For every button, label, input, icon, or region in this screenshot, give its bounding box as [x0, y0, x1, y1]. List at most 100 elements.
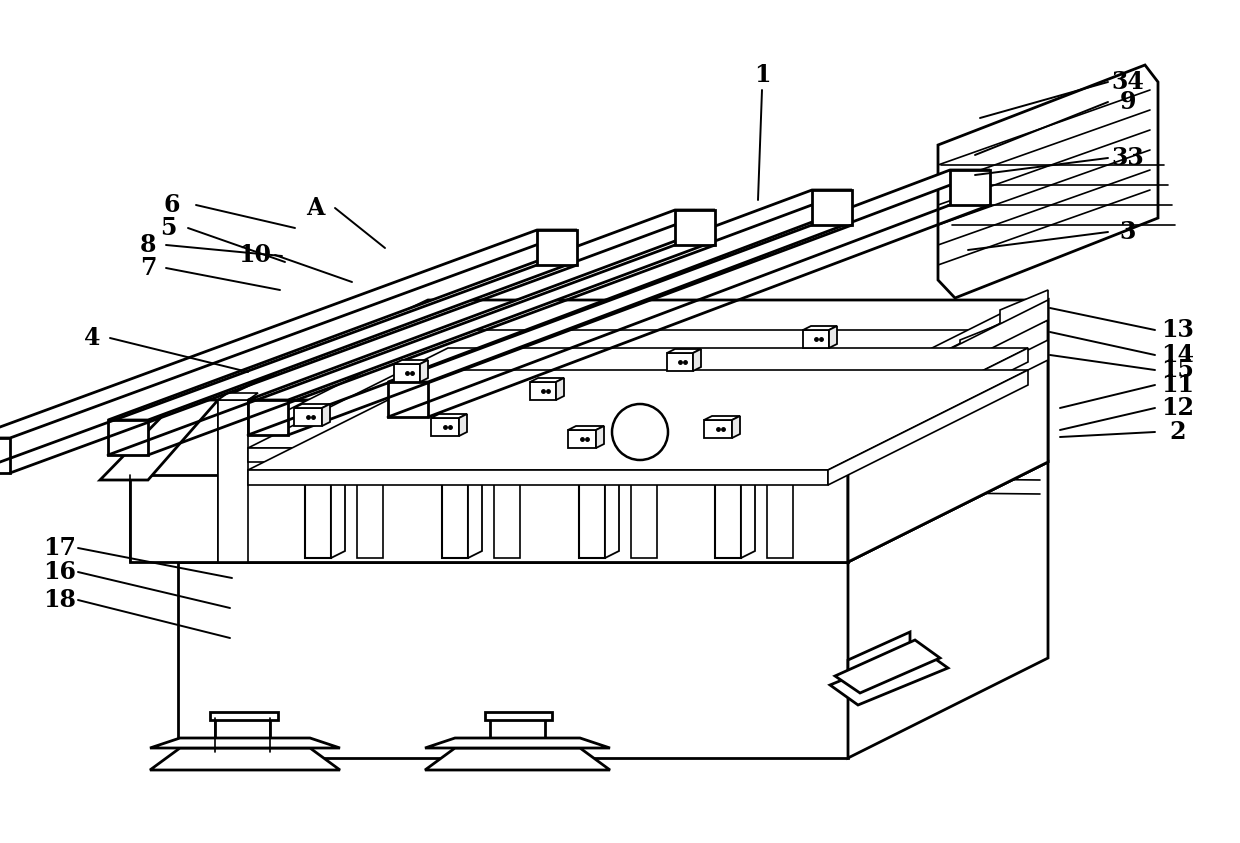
Polygon shape [215, 718, 270, 752]
Polygon shape [848, 340, 1048, 460]
Polygon shape [108, 210, 715, 420]
Polygon shape [715, 430, 742, 558]
Polygon shape [667, 349, 701, 353]
Polygon shape [218, 300, 1048, 400]
Polygon shape [0, 438, 10, 473]
Text: 15: 15 [1162, 358, 1194, 382]
Text: 18: 18 [43, 588, 77, 612]
Polygon shape [999, 290, 1048, 340]
Polygon shape [394, 364, 420, 382]
Polygon shape [130, 475, 218, 562]
Polygon shape [467, 423, 482, 558]
Polygon shape [848, 300, 1048, 562]
Polygon shape [675, 210, 715, 245]
Text: 3: 3 [1120, 220, 1136, 244]
Polygon shape [210, 712, 278, 720]
Polygon shape [556, 378, 564, 400]
Polygon shape [305, 430, 331, 558]
Polygon shape [388, 170, 990, 382]
Polygon shape [441, 430, 467, 558]
Text: 14: 14 [1162, 343, 1194, 367]
Polygon shape [100, 400, 218, 480]
Text: 16: 16 [43, 560, 77, 584]
Polygon shape [529, 382, 556, 400]
Text: 34: 34 [1111, 70, 1145, 94]
Polygon shape [179, 562, 848, 758]
Polygon shape [425, 738, 610, 748]
Polygon shape [248, 448, 828, 462]
Polygon shape [322, 404, 330, 426]
Text: 33: 33 [1111, 146, 1145, 170]
Polygon shape [848, 300, 1048, 420]
Polygon shape [357, 400, 383, 558]
Polygon shape [179, 462, 1048, 562]
Polygon shape [768, 400, 794, 558]
Text: 12: 12 [1162, 396, 1194, 420]
Polygon shape [218, 400, 848, 562]
Polygon shape [804, 330, 830, 348]
Polygon shape [494, 400, 520, 558]
Polygon shape [667, 353, 693, 371]
Text: 2: 2 [1169, 420, 1187, 444]
Text: 10: 10 [238, 243, 272, 267]
Polygon shape [537, 230, 577, 265]
Text: 4: 4 [84, 326, 100, 350]
Polygon shape [568, 426, 604, 430]
Polygon shape [294, 408, 322, 426]
Polygon shape [804, 326, 837, 330]
Polygon shape [742, 423, 755, 558]
Text: 11: 11 [1162, 373, 1194, 397]
Polygon shape [568, 430, 596, 448]
Polygon shape [596, 426, 604, 448]
Text: 6: 6 [164, 193, 180, 217]
Polygon shape [830, 326, 837, 348]
Polygon shape [432, 418, 459, 436]
Polygon shape [394, 360, 428, 364]
Polygon shape [579, 430, 605, 558]
Polygon shape [848, 300, 1048, 562]
Text: 13: 13 [1162, 318, 1194, 342]
Polygon shape [812, 190, 852, 225]
Text: 1: 1 [754, 63, 770, 87]
Polygon shape [950, 170, 990, 205]
Polygon shape [459, 414, 467, 436]
Polygon shape [529, 378, 564, 382]
Polygon shape [150, 748, 340, 770]
Polygon shape [432, 414, 467, 418]
Polygon shape [425, 748, 610, 770]
Polygon shape [331, 423, 345, 558]
Polygon shape [150, 738, 340, 748]
Polygon shape [732, 416, 740, 438]
Polygon shape [937, 65, 1158, 298]
Polygon shape [693, 349, 701, 371]
Text: 8: 8 [140, 233, 156, 257]
Polygon shape [218, 400, 248, 562]
Polygon shape [848, 632, 910, 685]
Polygon shape [828, 370, 1028, 485]
Text: A: A [306, 196, 324, 220]
Polygon shape [631, 400, 657, 558]
Polygon shape [828, 300, 1028, 430]
Polygon shape [248, 330, 1028, 430]
Polygon shape [248, 400, 288, 435]
Polygon shape [0, 230, 577, 438]
Text: 5: 5 [160, 216, 176, 240]
Polygon shape [420, 360, 428, 382]
Polygon shape [248, 470, 828, 485]
Polygon shape [490, 718, 546, 752]
Polygon shape [108, 420, 148, 455]
Polygon shape [835, 640, 940, 693]
Polygon shape [830, 648, 949, 705]
Polygon shape [248, 348, 1028, 448]
Polygon shape [218, 393, 258, 400]
Polygon shape [248, 370, 1028, 470]
Polygon shape [704, 416, 740, 420]
Text: 9: 9 [1120, 90, 1136, 114]
Polygon shape [605, 423, 619, 558]
Polygon shape [960, 305, 1048, 355]
Polygon shape [388, 382, 428, 417]
Polygon shape [248, 190, 852, 400]
Polygon shape [485, 712, 552, 720]
Text: 17: 17 [43, 536, 77, 560]
Polygon shape [294, 404, 330, 408]
